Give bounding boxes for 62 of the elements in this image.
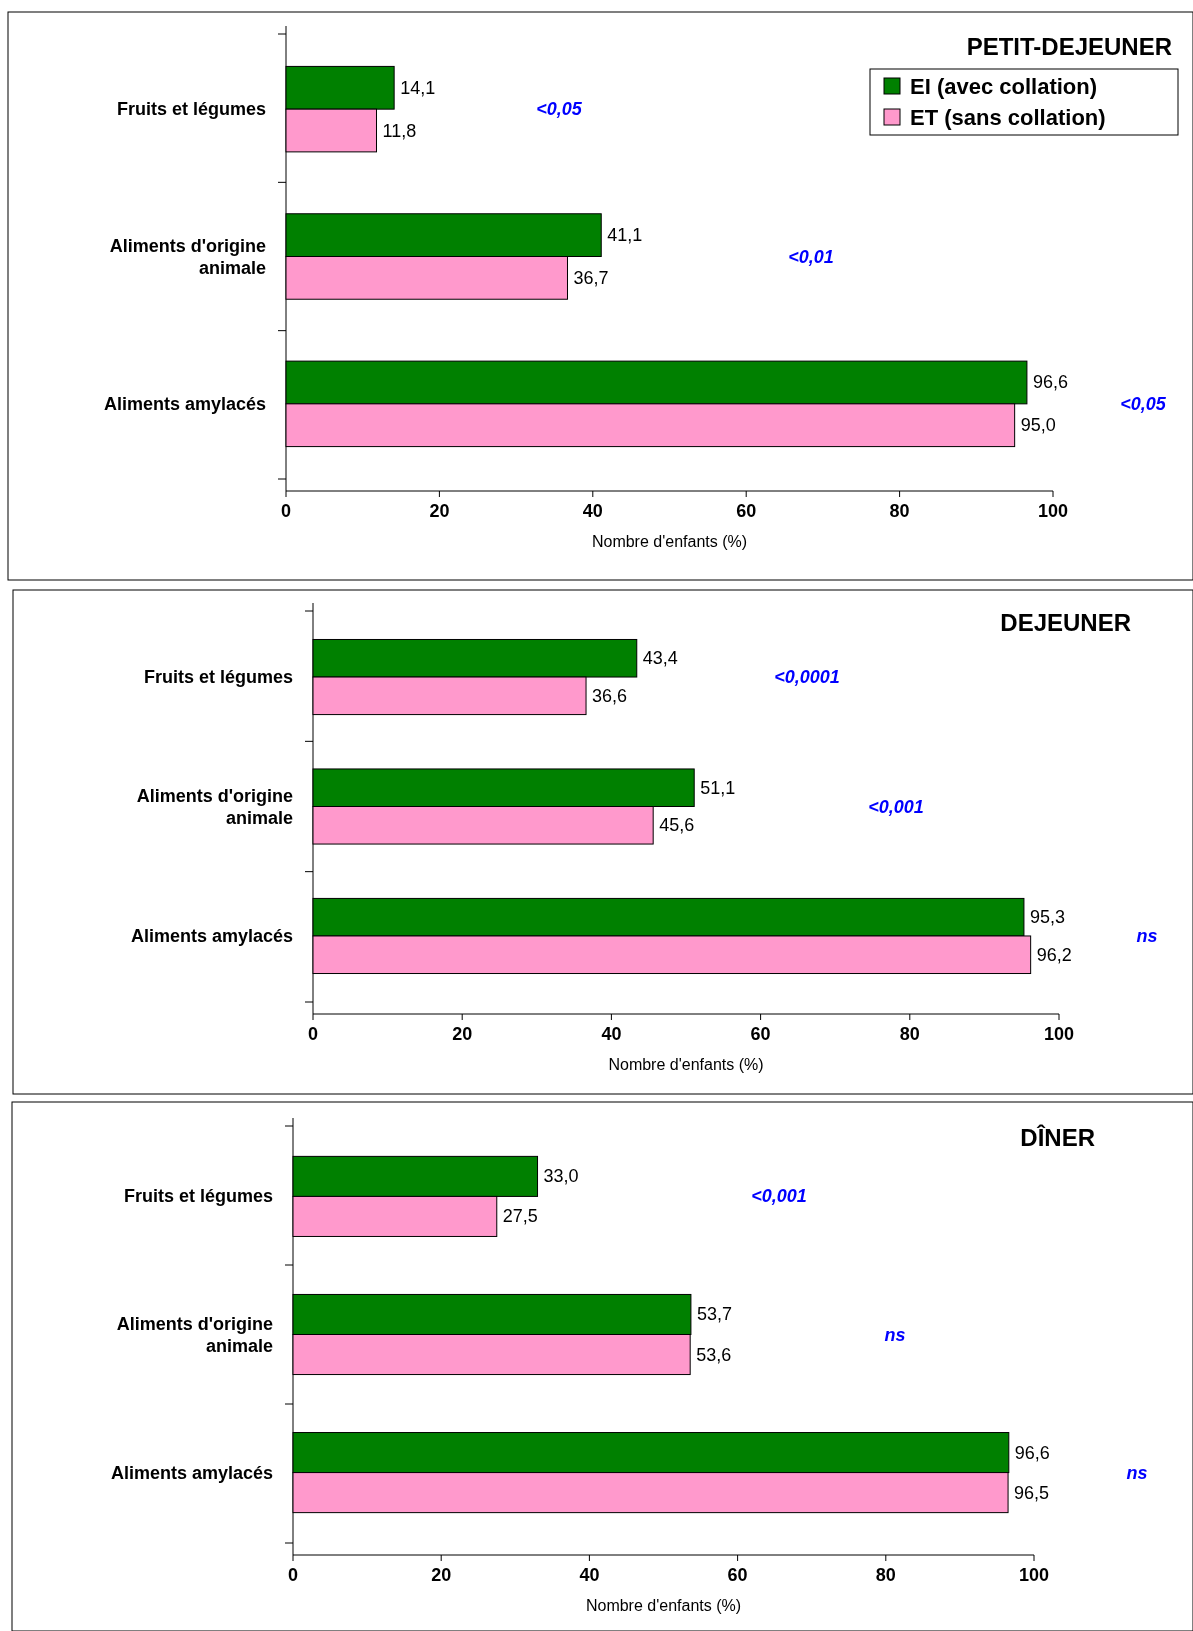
data-label: 53,6 [696,1344,732,1365]
x-tick-label: 0 [307,1024,319,1044]
text: ns [1136,925,1158,946]
x-tick-label: 80 [899,1024,920,1044]
y-tick-label: Aliments d'origine animale [136,785,293,828]
data-label: 95,0 [1020,415,1056,436]
x-axis-title: Nombre d'enfants (%) [608,1056,764,1073]
data-label: 95,3 [1029,907,1065,928]
y-tick-label: Fruits et légumes [123,1186,273,1207]
data-label: 41,1 [607,225,643,246]
x-tick-label: 20 [429,501,450,521]
x-tick-label: 40 [579,1565,600,1585]
data-label: 14,1 [400,77,436,98]
chart-title: DEJEUNER [1000,609,1131,636]
annotation: <0,01 [788,246,834,267]
x-tick-label: 60 [736,501,757,521]
x-tick-label: 0 [280,501,292,521]
x-axis-title: Nombre d'enfants (%) [591,533,748,550]
annotation: <0,001 [751,1186,807,1207]
data-label: 96,6 [1014,1442,1050,1463]
x-tick-label: 40 [582,501,603,521]
data-label: 53,7 [696,1304,732,1325]
annotation: <0,05 [536,99,583,120]
data-label: 45,6 [659,815,695,836]
annotation: ns [884,1324,906,1345]
x-tick-label: 60 [750,1024,771,1044]
x-tick-label: 100 [1018,1565,1050,1585]
x-tick-label: 0 [287,1565,299,1585]
annotation: <0,0001 [774,667,840,688]
data-label: 36,7 [573,267,609,288]
x-tick-label: 40 [601,1024,622,1044]
data-label: 11,8 [382,120,417,141]
x-tick-label: 80 [889,501,910,521]
x-axis-title: Nombre d'enfants (%) [585,1597,742,1614]
data-label: 43,4 [642,648,678,669]
data-label: 96,6 [1032,372,1068,393]
y-tick-label: Fruits et légumes [116,99,266,120]
data-label: 96,2 [1036,944,1072,965]
chart-title: PETIT-DEJEUNER [966,33,1172,60]
x-tick-label: 60 [727,1565,748,1585]
data-label: 51,1 [700,777,736,798]
y-tick-label: Aliments amylacés [103,393,266,414]
legend-label: ET (sans collation) [910,105,1106,130]
y-tick-label: Aliments d'origine animale [116,1313,273,1356]
data-label: 96,5 [1014,1482,1050,1503]
data-label: 33,0 [543,1166,579,1187]
x-tick-label: 20 [431,1565,452,1585]
y-tick-label: Aliments amylacés [110,1462,273,1483]
x-tick-label: 80 [875,1565,896,1585]
y-tick-label: Aliments d'origine animale [109,235,266,278]
x-tick-label: 100 [1043,1024,1075,1044]
chart-title: DÎNER [1020,1124,1095,1151]
y-tick-label: Fruits et légumes [143,667,293,688]
data-label: 27,5 [502,1206,538,1227]
text: <0,05 [1120,393,1167,414]
text: ns [1126,1462,1148,1483]
x-tick-label: 20 [452,1024,473,1044]
annotation: <0,001 [868,796,924,817]
x-tick-label: 100 [1037,501,1069,521]
y-tick-label: Aliments amylacés [130,925,293,946]
data-label: 36,6 [592,685,628,706]
legend-label: EI (avec collation) [910,74,1098,99]
